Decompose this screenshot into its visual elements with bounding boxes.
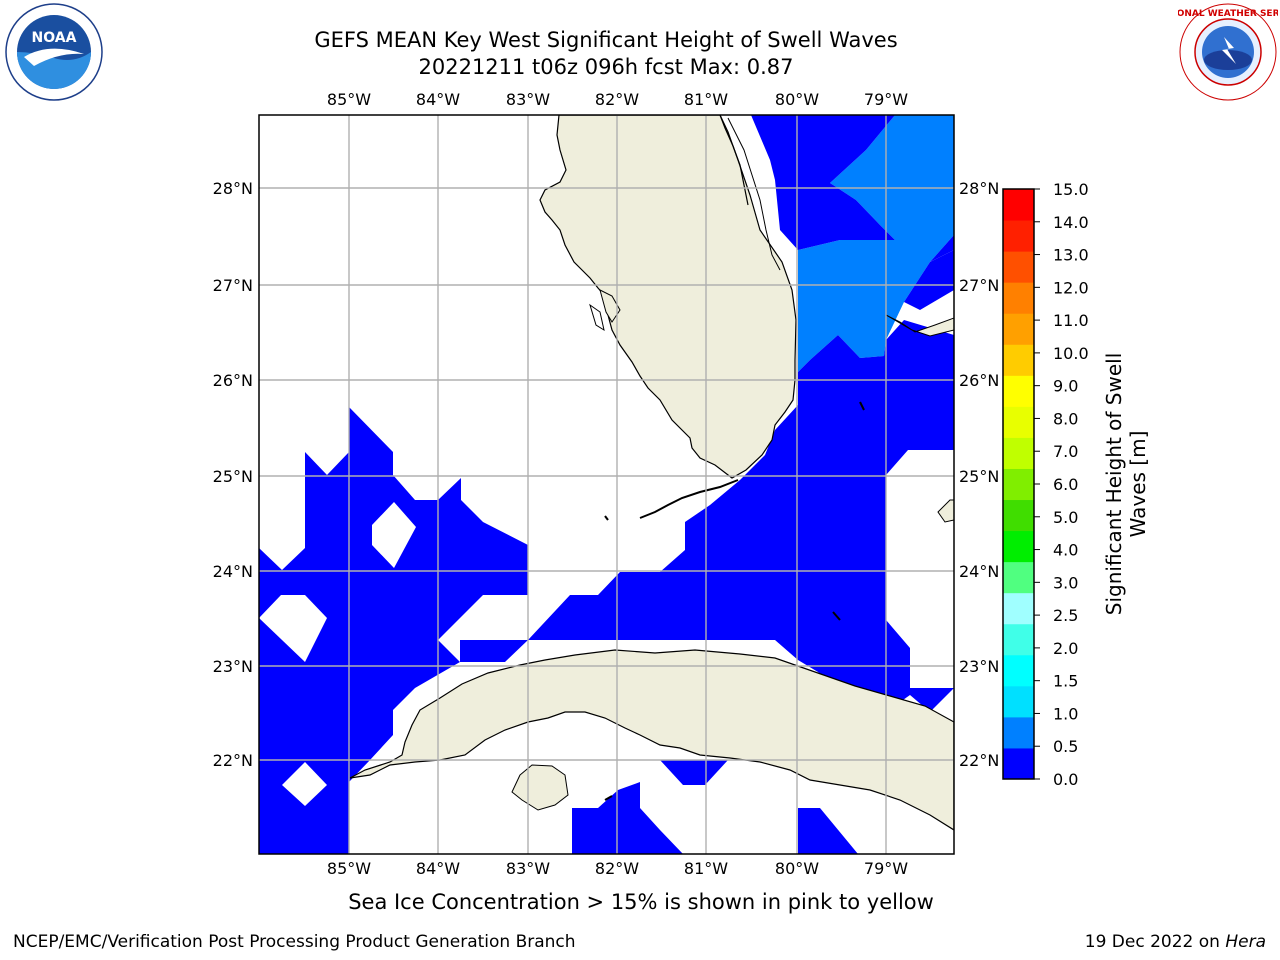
- footer-date-text: 19 Dec 2022 on: [1084, 932, 1226, 952]
- lon-label: 79°W: [864, 90, 908, 109]
- graticule: [259, 115, 954, 854]
- colorbar-tick-label: 8.0: [1053, 409, 1078, 428]
- colorbar-tick-label: 0.5: [1053, 737, 1078, 756]
- lat-labels-left: 28°N 27°N 26°N 25°N 24°N 23°N 22°N: [213, 179, 253, 770]
- lon-label: 80°W: [775, 90, 819, 109]
- colorbar-tick-label: 15.0: [1053, 180, 1089, 199]
- colorbar-segment: [1003, 313, 1034, 345]
- footer-host: Hera: [1225, 932, 1266, 952]
- colorbar-label-line2: Waves [m]: [1126, 431, 1150, 538]
- colorbar-tick-label: 2.5: [1053, 606, 1078, 625]
- colorbar-tick-label: 5.0: [1053, 508, 1078, 527]
- lon-label: 80°W: [775, 859, 819, 878]
- colorbar-segment: [1003, 375, 1034, 407]
- colorbar-tick-label: 11.0: [1053, 311, 1089, 330]
- swell-shading-low: [259, 115, 954, 854]
- footer-branch: NCEP/EMC/Verification Post Processing Pr…: [13, 932, 576, 952]
- lat-label: 24°N: [213, 562, 253, 581]
- lat-label: 26°N: [959, 371, 999, 390]
- colorbar: [1003, 189, 1034, 780]
- lat-label: 27°N: [213, 276, 253, 295]
- colorbar-segment: [1003, 189, 1034, 221]
- lon-label: 82°W: [595, 859, 639, 878]
- swell-holes: [259, 502, 416, 806]
- lat-label: 27°N: [959, 276, 999, 295]
- map-area: [259, 115, 954, 854]
- lon-label: 79°W: [864, 859, 908, 878]
- colorbar-tick-label: 12.0: [1053, 278, 1089, 297]
- colorbar-segment: [1003, 344, 1034, 376]
- noaa-logo-text: NOAA: [32, 30, 77, 46]
- colorbar-tick-label: 14.0: [1053, 213, 1089, 232]
- lat-label: 25°N: [213, 467, 253, 486]
- florida-landmass: [539, 115, 797, 479]
- lon-labels-bottom: 85°W 84°W 83°W 82°W 81°W 80°W 79°W: [327, 859, 908, 878]
- lon-label: 81°W: [684, 90, 728, 109]
- colorbar-tick-label: 13.0: [1053, 246, 1089, 265]
- nws-logo-icon: NATIONAL WEATHER SERVICE: [1178, 3, 1278, 101]
- lat-label: 25°N: [959, 467, 999, 486]
- colorbar-segment: [1003, 406, 1034, 438]
- colorbar-tick-label: 9.0: [1053, 377, 1078, 396]
- colorbar-segment: [1003, 716, 1034, 749]
- lon-label: 81°W: [684, 859, 728, 878]
- map-frame: [258, 114, 955, 855]
- lat-labels-right: 28°N 27°N 26°N 25°N 24°N 23°N 22°N: [959, 179, 999, 770]
- colorbar-label: Significant Height of Swell Waves [m]: [1102, 353, 1150, 615]
- colorbar-tick-label: 1.0: [1053, 704, 1078, 723]
- svg-text:NATIONAL WEATHER SERVICE: NATIONAL WEATHER SERVICE: [1178, 9, 1278, 19]
- cuba-landmass: [349, 649, 954, 831]
- isle-of-youth: [511, 764, 569, 811]
- lat-label: 24°N: [959, 562, 999, 581]
- lon-label: 83°W: [506, 859, 550, 878]
- colorbar-segment: [1003, 592, 1034, 625]
- colorbar-segment: [1003, 530, 1034, 563]
- lat-label: 28°N: [213, 179, 253, 198]
- colorbar-segment: [1003, 251, 1034, 283]
- colorbar-segment: [1003, 468, 1034, 501]
- lon-label: 85°W: [327, 90, 371, 109]
- footer-date: 19 Dec 2022 on Hera: [1085, 932, 1266, 952]
- map-title: GEFS MEAN Key West Significant Height of…: [314, 28, 898, 52]
- lon-label: 85°W: [327, 859, 371, 878]
- sea-ice-caption: Sea Ice Concentration > 15% is shown in …: [348, 890, 934, 914]
- colorbar-ticks: 0.0 0.5 1.0 1.5 2.0 2.5 3.0 4.0 5.0 6.0 7.0 8.0 9.0 1…: [1034, 180, 1089, 789]
- map-subtitle: 20221211 t06z 096h fcst Max: 0.87: [418, 55, 794, 79]
- lat-label: 28°N: [959, 179, 999, 198]
- colorbar-segment: [1003, 220, 1034, 252]
- colorbar-tick-label: 6.0: [1053, 475, 1078, 494]
- lat-label: 26°N: [213, 371, 253, 390]
- colorbar-tick-label: 4.0: [1053, 541, 1078, 560]
- lon-label: 84°W: [416, 859, 460, 878]
- lon-labels-top: 85°W 84°W 83°W 82°W 81°W 80°W 79°W: [327, 90, 908, 109]
- colorbar-segment: [1003, 654, 1034, 687]
- lon-label: 83°W: [506, 90, 550, 109]
- lon-label: 84°W: [416, 90, 460, 109]
- colorbar-segment: [1003, 747, 1034, 780]
- colorbar-label-line1: Significant Height of Swell: [1102, 353, 1126, 615]
- colorbar-segment: [1003, 282, 1034, 314]
- colorbar-segment: [1003, 499, 1034, 532]
- swell-shading-medium: [798, 115, 954, 372]
- colorbar-frame: [1002, 188, 1035, 780]
- noaa-logo-icon: NOAA: [5, 3, 103, 101]
- lat-label: 22°N: [213, 751, 253, 770]
- lat-label: 23°N: [213, 657, 253, 676]
- colorbar-tick-label: 1.5: [1053, 672, 1078, 691]
- colorbar-tick-label: 2.0: [1053, 639, 1078, 658]
- colorbar-tick-label: 0.0: [1053, 770, 1078, 789]
- colorbar-segment: [1003, 437, 1034, 469]
- lat-label: 22°N: [959, 751, 999, 770]
- colorbar-tick-label: 3.0: [1053, 573, 1078, 592]
- lat-label: 23°N: [959, 657, 999, 676]
- colorbar-segment: [1003, 685, 1034, 718]
- colorbar-segment: [1003, 561, 1034, 594]
- lon-label: 82°W: [595, 90, 639, 109]
- colorbar-segment: [1003, 623, 1034, 656]
- colorbar-tick-label: 10.0: [1053, 344, 1089, 363]
- colorbar-tick-label: 7.0: [1053, 442, 1078, 461]
